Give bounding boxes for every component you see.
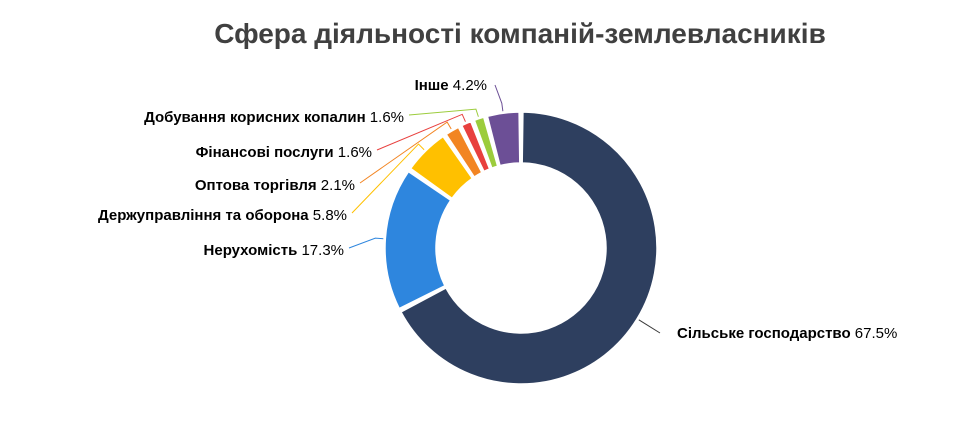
data-label-держуправління-та-оборона: Держуправління та оборона 5.8%: [98, 207, 347, 224]
data-label-value: 5.8%: [309, 207, 347, 224]
data-label-value: 1.6%: [366, 109, 404, 126]
data-label-category: Оптова торгівля: [195, 177, 317, 194]
data-label-category: Добування корисних копалин: [144, 109, 366, 126]
data-labels: Сільське господарство 67.5% Нерухомість 1…: [98, 77, 897, 342]
data-label-оптова-торгівля: Оптова торгівля 2.1%: [195, 177, 355, 194]
leader-line-добування-корисних-копалин: [408, 108, 479, 117]
data-label-нерухомість: Нерухомість 17.3%: [204, 242, 344, 259]
chart-title: Сфера діяльності компаній-землевласників: [214, 18, 826, 49]
slice-добування-корисних-копалин: [473, 116, 499, 169]
leader-line-сільське-господарство: [638, 319, 661, 334]
slice-фінансові-послуги: [461, 120, 491, 173]
leader-line-інше: [494, 84, 504, 112]
data-label-value: 2.1%: [317, 177, 355, 194]
data-label-добування-корисних-копалин: Добування корисних копалин 1.6%: [144, 109, 404, 126]
data-label-category: Фінансові послуги: [196, 144, 334, 161]
slice-сільське-господарство: [400, 111, 658, 385]
slice-держуправління-та-оборона: [409, 135, 474, 200]
data-label-category: Держуправління та оборона: [98, 207, 309, 224]
data-label-category: Нерухомість: [204, 242, 298, 259]
data-label-value: 17.3%: [297, 242, 344, 259]
donut-slices: [384, 111, 658, 385]
data-label-фінансові-послуги: Фінансові послуги 1.6%: [196, 144, 372, 161]
data-label-category: Інше: [415, 77, 449, 94]
slice-нерухомість: [384, 170, 452, 310]
data-label-інше: Інше 4.2%: [415, 77, 487, 94]
slice-оптова-торгівля: [445, 126, 483, 178]
data-label-value: 1.6%: [334, 144, 372, 161]
data-label-value: 67.5%: [851, 325, 898, 342]
leader-lines: [348, 84, 661, 334]
data-label-value: 4.2%: [449, 77, 487, 94]
slice-інше: [486, 111, 521, 167]
data-label-category: Сільське господарство: [677, 325, 851, 342]
leader-line-оптова-торгівля: [359, 121, 452, 184]
leader-line-фінансові-послуги: [376, 113, 466, 151]
leader-line-нерухомість: [348, 237, 384, 249]
leader-line-держуправління-та-оборона: [351, 143, 425, 214]
data-label-сільське-господарство: Сільське господарство 67.5%: [677, 325, 897, 342]
